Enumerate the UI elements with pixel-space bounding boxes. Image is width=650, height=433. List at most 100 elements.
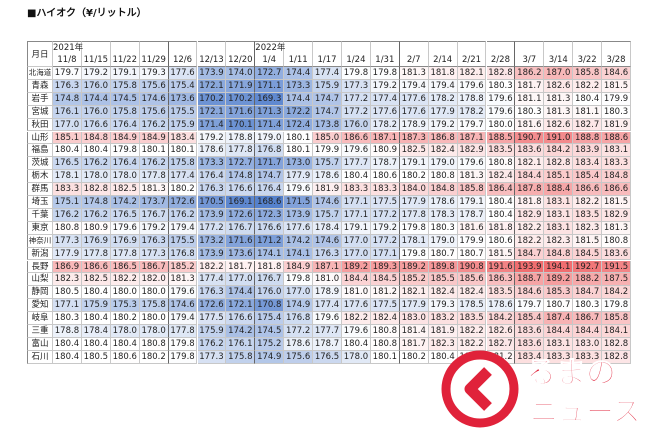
price-cell: 184.1 <box>602 325 631 338</box>
price-cell: 176.8 <box>284 312 314 325</box>
row-label: 三重 <box>27 325 53 338</box>
price-cell: 186.5 <box>110 260 140 274</box>
price-cell: 173.9 <box>197 67 227 80</box>
date-label: 1/24 <box>342 54 371 67</box>
price-cell: 183.3 <box>342 183 371 196</box>
price-cell: 189.2 <box>544 273 574 287</box>
year-label <box>226 41 256 54</box>
price-cell: 179.6 <box>457 157 487 171</box>
price-cell: 177.3 <box>342 79 371 93</box>
price-cell: 187.8 <box>515 183 545 196</box>
price-cell: 175.6 <box>139 79 169 93</box>
price-cell: 170.8 <box>255 299 285 313</box>
price-cell: 186.2 <box>515 67 545 80</box>
price-cell: 180.0 <box>486 118 516 132</box>
price-cell: 188.4 <box>544 183 574 196</box>
price-cell: 171.9 <box>226 79 256 93</box>
price-cell: 176.3 <box>197 286 227 300</box>
price-cell: 173.6 <box>226 247 256 261</box>
price-cell: 172.4 <box>284 118 314 132</box>
price-cell: 177.4 <box>168 170 198 184</box>
price-cell: 173.8 <box>313 118 342 132</box>
price-cell: 178.2 <box>428 92 458 106</box>
price-cell: 178.8 <box>53 325 82 338</box>
price-cell: 180.8 <box>370 325 400 338</box>
price-cell: 183.4 <box>515 350 545 364</box>
price-cell: 186.6 <box>573 183 603 196</box>
logo-text: ニュース <box>530 395 641 428</box>
price-cell: 183.3 <box>53 183 82 196</box>
price-cell: 177.8 <box>168 325 198 338</box>
price-cell: 177.0 <box>342 234 371 248</box>
price-cell: 171.1 <box>255 79 285 93</box>
price-cell: 176.8 <box>255 144 285 158</box>
price-cell: 180.2 <box>139 350 169 364</box>
price-cell: 186.8 <box>428 131 458 145</box>
price-cell: 186.6 <box>81 260 111 274</box>
price-cell: 176.6 <box>255 221 285 235</box>
price-cell: 184.4 <box>342 273 371 287</box>
price-cell: 177.4 <box>313 299 342 313</box>
year-label <box>139 41 169 54</box>
price-cell: 179.6 <box>486 92 516 106</box>
price-cell: 181.9 <box>313 183 342 196</box>
price-cell: 185.5 <box>428 273 458 287</box>
price-cell: 170.5 <box>197 196 227 209</box>
price-cell: 178.1 <box>399 234 429 248</box>
date-label: 1/4 <box>255 54 285 67</box>
price-cell: 182.8 <box>602 350 631 364</box>
price-cell: 180.4 <box>53 350 82 364</box>
price-cell: 177.0 <box>226 273 256 287</box>
price-cell: 170.2 <box>197 92 227 106</box>
price-cell: 174.9 <box>255 350 285 364</box>
price-cell: 174.2 <box>284 234 314 248</box>
date-label: 3/22 <box>573 54 603 67</box>
price-cell: 181.8 <box>515 196 545 209</box>
price-cell: 180.7 <box>544 299 574 313</box>
price-cell: 177.5 <box>370 196 400 209</box>
price-cell: 182.3 <box>428 337 458 351</box>
price-cell: 176.6 <box>81 118 111 132</box>
price-cell: 179.8 <box>110 144 140 158</box>
price-cell: 173.3 <box>197 157 227 171</box>
price-cell: 185.6 <box>457 273 487 287</box>
price-cell: 175.6 <box>284 350 314 364</box>
price-cell: 182.8 <box>486 67 516 80</box>
price-cell: 179.0 <box>428 157 458 171</box>
price-cell: 185.4 <box>515 312 545 325</box>
price-cell: 176.3 <box>197 183 227 196</box>
price-cell: 179.1 <box>342 221 371 235</box>
price-cell: 185.8 <box>573 67 603 80</box>
price-cell: 191.0 <box>544 131 574 145</box>
price-cell: 171.4 <box>255 118 285 132</box>
price-cell: 178.0 <box>110 170 140 184</box>
price-cell: 179.4 <box>428 79 458 93</box>
price-cell: 183.1 <box>602 144 631 158</box>
price-cell: 179.4 <box>168 221 198 235</box>
price-cell: 182.2 <box>197 260 227 274</box>
price-cell: 179.3 <box>428 299 458 313</box>
row-label: 秋田 <box>27 118 53 132</box>
price-cell: 184.6 <box>602 67 631 80</box>
price-cell: 179.6 <box>313 312 342 325</box>
price-cell: 180.3 <box>53 312 82 325</box>
price-cell: 183.1 <box>544 221 574 235</box>
price-cell: 174.6 <box>168 299 198 313</box>
price-cell: 173.9 <box>197 208 227 222</box>
price-cell: 182.4 <box>457 286 487 300</box>
price-cell: 176.0 <box>255 286 285 300</box>
price-cell: 177.4 <box>370 92 400 106</box>
price-cell: 189.2 <box>342 260 371 274</box>
price-cell: 180.5 <box>81 350 111 364</box>
price-cell: 182.2 <box>457 325 487 338</box>
price-cell: 178.8 <box>457 92 487 106</box>
price-cell: 172.1 <box>197 105 227 119</box>
price-cell: 179.1 <box>399 157 429 171</box>
price-cell: 180.3 <box>573 299 603 313</box>
price-cell: 181.8 <box>255 260 285 274</box>
price-cell: 188.5 <box>486 131 516 145</box>
date-label: 12/13 <box>197 54 227 67</box>
price-cell: 181.3 <box>602 221 631 235</box>
price-cell: 177.0 <box>284 286 314 300</box>
price-cell: 181.9 <box>428 325 458 338</box>
